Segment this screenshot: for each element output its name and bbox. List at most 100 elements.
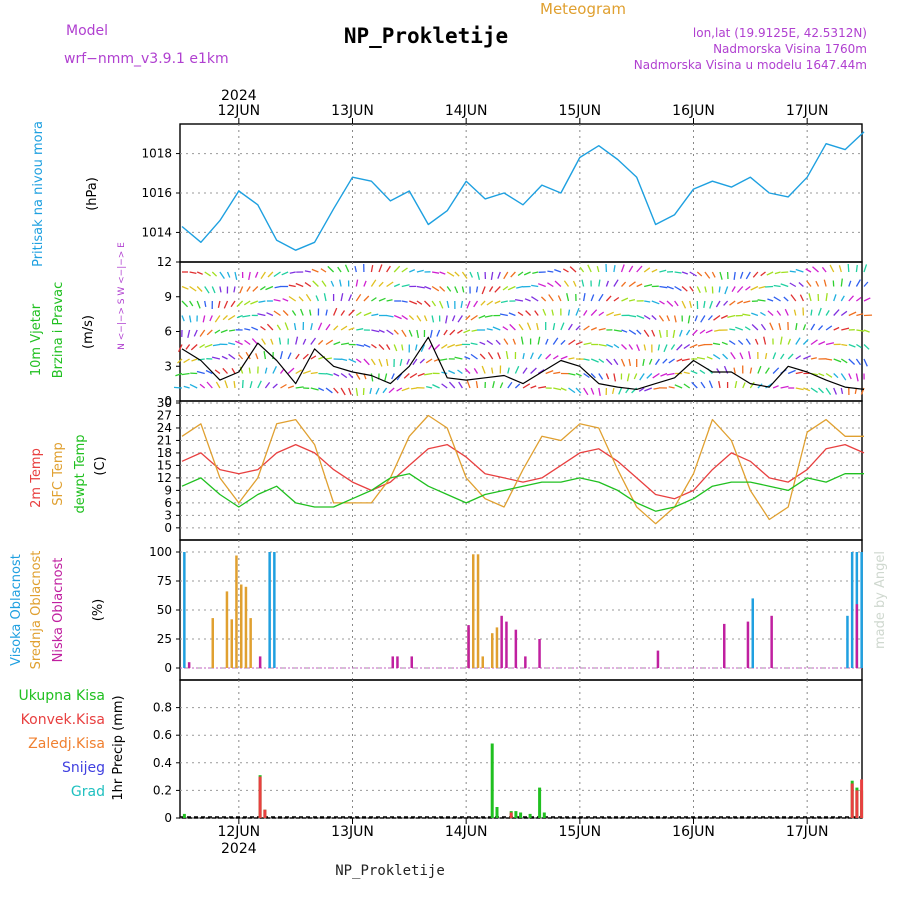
wind-arrow [266, 323, 274, 331]
wind-arrow [818, 341, 826, 346]
wind-arrow [734, 380, 738, 389]
wind-arrow [495, 339, 501, 345]
wind-arrow [743, 300, 751, 304]
wind-arrow [547, 270, 554, 273]
wind-arrow [369, 387, 373, 394]
wind-arrow [643, 267, 651, 273]
wind-arrow [723, 300, 729, 306]
wind-arrow [802, 324, 807, 331]
wind-arrow [575, 372, 582, 377]
wind-arrow [187, 329, 191, 338]
wind-arrow [718, 380, 721, 389]
wind-arrow [810, 339, 818, 346]
wind-arrow [789, 270, 796, 273]
wind-arrow [590, 294, 595, 302]
wind-arrow [833, 309, 840, 316]
wind-arrow [787, 338, 792, 345]
high-cloud-bar [183, 552, 186, 668]
wind-arrow [581, 279, 585, 287]
wind-arrow [204, 343, 213, 348]
wind-arrow [598, 293, 604, 302]
wind-arrow [605, 358, 613, 366]
wind-arrow [401, 267, 408, 273]
wind-arrow [491, 367, 494, 374]
wind-arrow [855, 358, 862, 366]
wind-arrow [704, 271, 711, 279]
wind-arrow [789, 282, 797, 288]
wind-arrow [758, 285, 766, 289]
wind-arrow [683, 343, 691, 350]
wind-arrow [424, 285, 432, 290]
wind-arrow [274, 285, 281, 289]
wind-arrow [333, 387, 339, 394]
wind-arrow [694, 315, 698, 322]
wind-arrow [676, 358, 683, 362]
wind-arrow [478, 314, 486, 319]
wind-arrow [311, 268, 319, 273]
wind-arrow [470, 342, 478, 346]
wind-arrow [457, 329, 463, 334]
wind-arrow [417, 372, 425, 377]
wind-arrow [534, 310, 539, 316]
wind-arrow [386, 265, 391, 273]
wind-arrow [554, 268, 562, 273]
wind-arrow [700, 381, 706, 389]
y-tick-label: 0.8 [153, 701, 172, 715]
wind-arrow [454, 271, 460, 277]
date-tick-label: 17JUN [786, 824, 829, 840]
wind-arrow [278, 337, 282, 345]
wind-arrow [355, 293, 362, 302]
mid-cloud-bar [211, 618, 214, 668]
wind-arrow [517, 271, 524, 277]
wind-arrow [287, 367, 295, 374]
wind-arrow [856, 313, 864, 317]
wind-arrow [780, 385, 789, 389]
wind-arrow [596, 266, 600, 273]
wind-arrow [267, 271, 274, 278]
coordinates-label: lon,lat (19.9125E, 42.5312N) [693, 26, 867, 40]
wind-arrow [856, 343, 862, 349]
dewpoint-label: dewpt Temp [73, 434, 88, 513]
wind-arrow [563, 280, 570, 287]
wind-arrow [282, 298, 289, 302]
wind-arrow [177, 358, 183, 364]
wind-arrow [304, 282, 312, 288]
wind-arrow [248, 367, 251, 374]
wind-arrow [553, 371, 561, 375]
mid-cloud-bar [240, 584, 243, 668]
wind-arrow [254, 271, 259, 278]
wind-arrow [327, 265, 335, 273]
wind-arrow [779, 336, 783, 345]
wind-arrow [672, 329, 676, 339]
wind-arrow [729, 300, 736, 306]
wind-arrow [348, 387, 352, 395]
wind-arrow [199, 383, 206, 389]
wind-arrow [330, 280, 335, 287]
wind-arrow [567, 323, 573, 331]
wind-arrow [742, 382, 746, 389]
wind-arrow [465, 315, 471, 321]
wind-arrow [715, 300, 721, 308]
wind-arrow [772, 367, 780, 374]
y-tick-label: 0 [164, 661, 172, 675]
low-cloud-bar [770, 615, 773, 668]
wind-arrow [220, 329, 228, 334]
wind-arrow [239, 286, 244, 294]
wind-arrow [628, 281, 636, 288]
wind-arrow [699, 329, 706, 335]
wind-arrow [494, 286, 501, 293]
wind-arrow [363, 311, 372, 317]
wind-arrow [378, 281, 384, 287]
wind-arrow [436, 329, 441, 337]
wind-arrow [711, 271, 716, 278]
wind-arrow [348, 373, 354, 379]
wind-arrow [568, 372, 576, 376]
wind-arrow [193, 329, 198, 337]
wind-arrow [340, 342, 350, 346]
wind-arrow [408, 329, 413, 337]
wind-arrow [325, 372, 333, 376]
wind-arrow [663, 344, 668, 353]
wind-arrow [249, 381, 253, 389]
